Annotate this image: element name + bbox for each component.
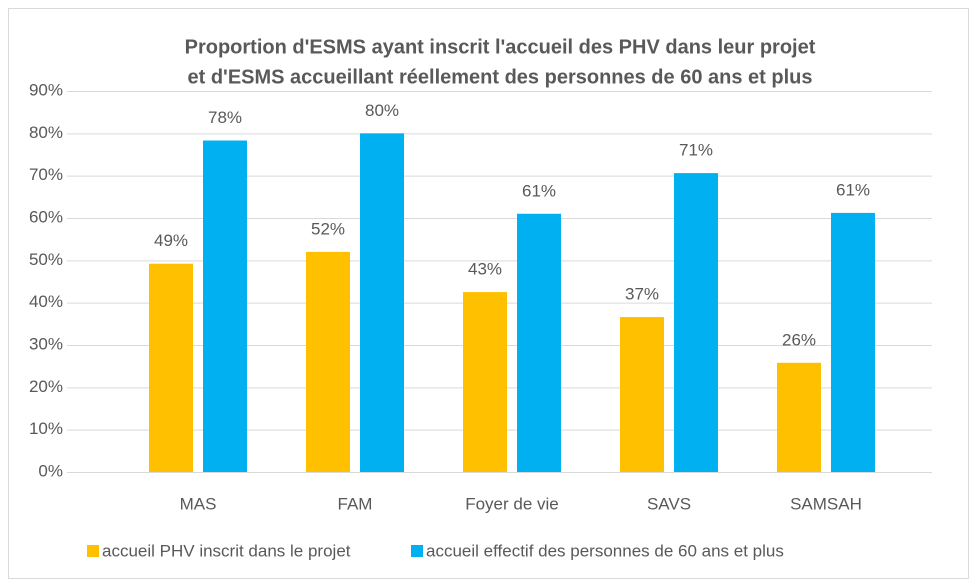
x-tick-label: Foyer de vie xyxy=(465,494,559,513)
bar xyxy=(203,140,247,472)
data-label: 61% xyxy=(522,181,556,200)
y-tick-label: 10% xyxy=(29,419,63,438)
bar xyxy=(360,133,404,473)
data-label: 37% xyxy=(625,285,659,304)
data-label: 26% xyxy=(782,330,816,349)
y-tick-label: 60% xyxy=(29,207,63,226)
legend-label: accueil effectif des personnes de 60 ans… xyxy=(426,541,784,560)
y-tick-label: 30% xyxy=(29,334,63,353)
data-label: 52% xyxy=(311,219,345,238)
data-label: 78% xyxy=(208,108,242,127)
x-tick-label: MAS xyxy=(180,494,217,513)
bar xyxy=(620,317,664,472)
data-label: 61% xyxy=(836,180,870,199)
legend-swatch xyxy=(87,545,99,557)
y-tick-label: 80% xyxy=(29,123,63,142)
bar xyxy=(674,173,718,473)
x-tick-label: SAMSAH xyxy=(790,494,862,513)
data-label: 49% xyxy=(154,231,188,250)
x-tick-label: SAVS xyxy=(647,494,691,513)
data-label: 43% xyxy=(468,260,502,279)
data-label: 80% xyxy=(365,101,399,120)
chart-title: et d'ESMS accueillant réellement des per… xyxy=(188,66,813,88)
bar xyxy=(517,213,561,472)
y-tick-label: 40% xyxy=(29,292,63,311)
data-label: 71% xyxy=(679,141,713,160)
y-tick-label: 70% xyxy=(29,165,63,184)
legend-swatch xyxy=(411,545,423,557)
bar xyxy=(777,362,821,472)
x-tick-label: FAM xyxy=(338,494,373,513)
y-tick-label: 20% xyxy=(29,377,63,396)
y-tick-label: 90% xyxy=(29,80,63,99)
bar xyxy=(831,212,875,473)
y-tick-label: 0% xyxy=(38,461,63,480)
legend-label: accueil PHV inscrit dans le projet xyxy=(102,541,351,560)
chart-title: Proportion d'ESMS ayant inscrit l'accuei… xyxy=(185,36,816,58)
y-tick-label: 50% xyxy=(29,250,63,269)
bar xyxy=(149,263,193,472)
bar xyxy=(306,251,350,472)
bar xyxy=(463,292,507,472)
